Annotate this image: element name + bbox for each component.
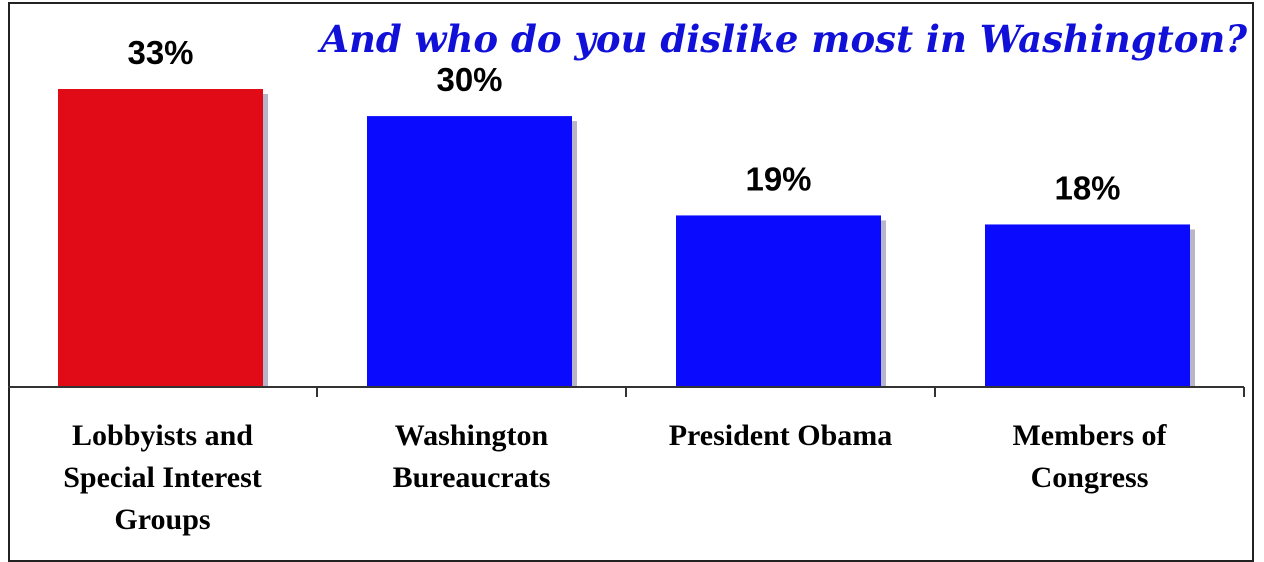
value-labels-layer: 33% 30% 19% 18% (127, 34, 1120, 206)
x-ticks-layer (316, 387, 1245, 397)
bars-layer (58, 89, 1195, 387)
category-label-2: Washington Bureaucrats (393, 419, 551, 494)
bar-3 (676, 215, 881, 387)
bar-chart: And who do you dislike most in Washingto… (8, 17, 1247, 536)
value-label-4: 18% (1054, 169, 1120, 206)
category-label-4: Members of Congress (1012, 419, 1167, 494)
category-label-3: President Obama (669, 419, 893, 452)
category-labels-layer: Lobbyists and Special Interest Groups Washi… (63, 419, 1167, 536)
bar-4 (985, 224, 1190, 387)
value-label-1: 33% (127, 34, 193, 71)
category-label-1: Lobbyists and Special Interest Groups (63, 419, 262, 536)
chart-title: And who do you dislike most in Washingto… (317, 17, 1247, 61)
value-label-2: 30% (436, 61, 502, 98)
bar-1 (58, 89, 263, 387)
bar-2 (367, 116, 572, 387)
value-label-3: 19% (745, 160, 811, 197)
